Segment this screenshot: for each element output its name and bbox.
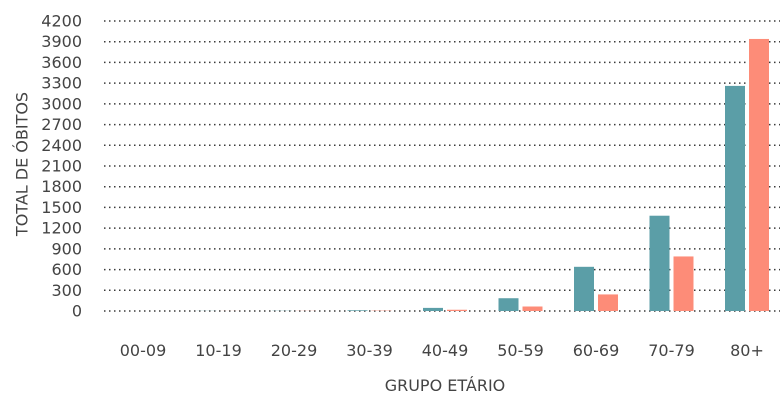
- bar: [649, 215, 670, 311]
- y-tick-label: 600: [51, 260, 82, 279]
- y-tick-label: 2100: [41, 157, 82, 176]
- x-tick-label: 10-19: [195, 341, 242, 360]
- x-tick-labels: 00-09 10-19 20-29 30-39 40-49 50-59 60-69 70-79…: [120, 341, 764, 360]
- bar: [749, 38, 769, 311]
- x-tick-label: 20-29: [271, 341, 318, 360]
- y-tick-label: 2400: [41, 136, 82, 155]
- bar: [725, 85, 745, 312]
- y-tick-label: 1200: [41, 219, 82, 238]
- y-axis-title: TOTAL DE ÓBITOS: [13, 92, 32, 237]
- y-tick-label: 0: [72, 302, 82, 321]
- bar: [447, 309, 467, 311]
- x-tick-label: 70-79: [648, 341, 695, 360]
- bar: [347, 310, 368, 311]
- y-tick-label: 3900: [41, 32, 82, 51]
- y-tick-label: 3300: [41, 74, 82, 93]
- y-tick-label: 300: [51, 281, 82, 300]
- bar: [598, 294, 618, 311]
- y-tick-label: 4200: [41, 12, 82, 31]
- bar: [498, 298, 519, 311]
- bar: [574, 266, 594, 311]
- bar: [423, 307, 443, 311]
- bar: [673, 256, 694, 311]
- bar: [522, 306, 543, 311]
- y-tick-label: 1500: [41, 198, 82, 217]
- y-tick-label: 3600: [41, 53, 82, 72]
- x-tick-label: 40-49: [422, 341, 469, 360]
- x-tick-label: 00-09: [120, 341, 167, 360]
- x-tick-label: 60-69: [573, 341, 620, 360]
- y-tick-label: 1800: [41, 177, 82, 196]
- y-tick-label: 900: [51, 239, 82, 258]
- x-axis-title: GRUPO ETÁRIO: [385, 376, 506, 394]
- x-tick-label: 80+: [730, 341, 764, 360]
- bars: [196, 38, 769, 312]
- y-tick-label: 3000: [41, 94, 82, 113]
- x-tick-label: 30-39: [346, 341, 393, 360]
- x-tick-label: 50-59: [497, 341, 544, 360]
- y-tick-label: 2700: [41, 115, 82, 134]
